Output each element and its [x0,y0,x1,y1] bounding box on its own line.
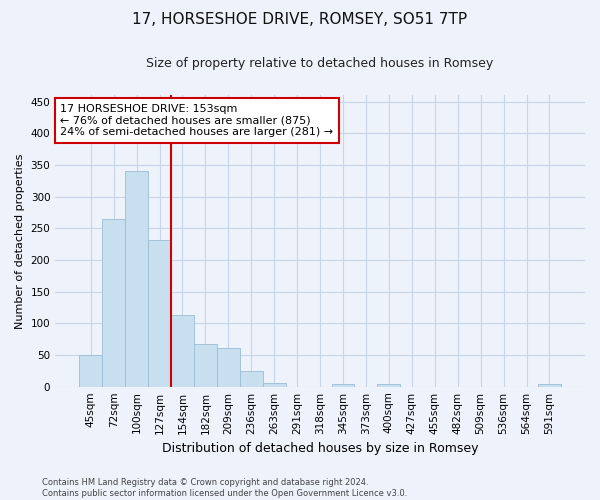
Title: Size of property relative to detached houses in Romsey: Size of property relative to detached ho… [146,58,494,70]
Bar [332,384,355,386]
Bar [79,355,102,386]
Bar [263,383,286,386]
Text: 17 HORSESHOE DRIVE: 153sqm
← 76% of detached houses are smaller (875)
24% of sem: 17 HORSESHOE DRIVE: 153sqm ← 76% of deta… [61,104,334,137]
Bar [217,348,240,387]
Bar [102,219,125,386]
Bar [148,240,171,386]
X-axis label: Distribution of detached houses by size in Romsey: Distribution of detached houses by size … [162,442,478,455]
Text: 17, HORSESHOE DRIVE, ROMSEY, SO51 7TP: 17, HORSESHOE DRIVE, ROMSEY, SO51 7TP [133,12,467,28]
Bar [171,315,194,386]
Bar [125,172,148,386]
Y-axis label: Number of detached properties: Number of detached properties [15,154,25,328]
Text: Contains HM Land Registry data © Crown copyright and database right 2024.
Contai: Contains HM Land Registry data © Crown c… [42,478,407,498]
Bar [194,344,217,387]
Bar [240,371,263,386]
Bar [538,384,561,386]
Bar [377,384,400,386]
